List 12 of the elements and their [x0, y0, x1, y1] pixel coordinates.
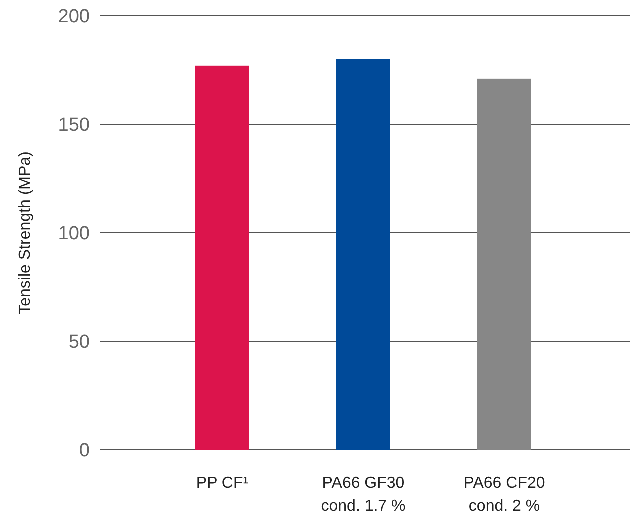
- y-tick-label: 200: [58, 6, 90, 28]
- bar: [336, 59, 390, 450]
- x-tick-label: PP CF¹: [196, 475, 249, 492]
- y-tick-label: 150: [58, 115, 90, 136]
- y-tick-label: 50: [68, 332, 90, 354]
- y-tick-label: 100: [58, 224, 90, 245]
- y-axis-title: Tensile Strength (MPa): [17, 152, 34, 314]
- x-tick-label: PA66 GF30 cond. 1.7 %: [321, 475, 406, 515]
- y-tick-label: 0: [79, 440, 90, 462]
- bar: [196, 66, 250, 450]
- x-tick-label: PA66 CF20 cond. 2 %: [464, 475, 546, 515]
- bar: [478, 78, 532, 450]
